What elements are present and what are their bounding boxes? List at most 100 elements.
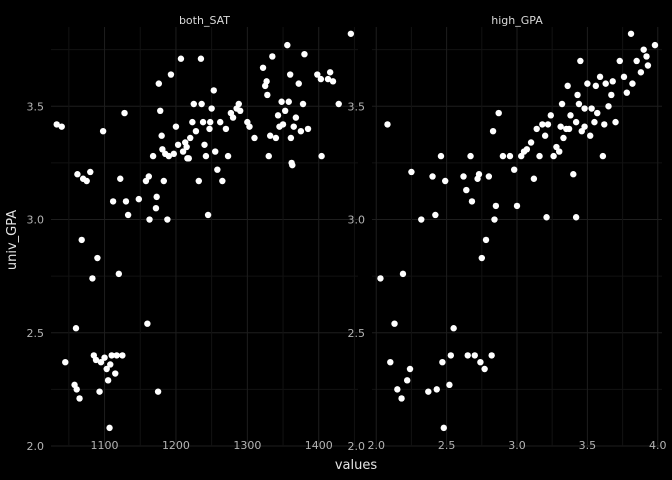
data-point — [481, 365, 488, 373]
panel-both-sat: both_SAT 1100 1200 1300 1400 — [51, 14, 358, 452]
data-point — [185, 155, 192, 162]
x-axis-title: values — [335, 458, 378, 473]
y-tick-labels: 2.0 2.5 3.0 3.5 — [27, 100, 45, 453]
data-point — [408, 168, 415, 176]
data-point — [58, 123, 65, 130]
y-tick-label: 2.0 — [348, 440, 366, 453]
data-point — [235, 100, 242, 108]
data-point — [207, 118, 214, 126]
data-point — [251, 134, 258, 142]
data-point — [609, 78, 616, 85]
data-point — [324, 75, 332, 83]
data-point — [117, 175, 124, 182]
y-tick-label: 3.5 — [348, 100, 366, 113]
data-point — [608, 91, 615, 99]
data-point — [87, 168, 94, 176]
data-point — [488, 352, 495, 359]
data-point — [92, 356, 100, 364]
data-point — [605, 103, 612, 110]
data-point — [219, 177, 226, 185]
data-point — [616, 57, 623, 65]
data-point — [513, 202, 521, 210]
data-point — [167, 71, 175, 78]
data-point — [499, 152, 507, 160]
data-point — [495, 109, 502, 117]
data-point — [197, 55, 205, 62]
data-point — [297, 127, 305, 135]
panel-title: both_SAT — [179, 14, 230, 27]
data-point — [284, 41, 291, 49]
x-tick-label: 1400 — [305, 439, 333, 452]
data-point — [202, 152, 210, 160]
data-point — [384, 121, 391, 128]
x-tick-label: 1100 — [91, 439, 119, 452]
data-point — [347, 30, 355, 37]
data-point — [447, 352, 455, 359]
data-point — [165, 152, 173, 160]
data-point — [155, 80, 163, 87]
data-point — [274, 112, 282, 119]
y-tick-label: 2.0 — [27, 440, 45, 453]
data-point — [172, 123, 180, 130]
data-point — [96, 388, 103, 395]
data-point — [78, 236, 85, 244]
data-point — [543, 214, 550, 221]
data-point — [592, 82, 600, 90]
data-point — [574, 91, 581, 99]
data-point — [109, 198, 117, 205]
data-point — [144, 320, 151, 327]
data-point — [146, 216, 153, 223]
y-tick-labels: 2.0 2.5 3.0 3.5 — [348, 100, 366, 453]
data-point — [536, 152, 543, 160]
panel-title: high_GPA — [491, 14, 543, 27]
data-point — [398, 395, 405, 402]
data-point — [317, 75, 325, 83]
data-point — [210, 87, 217, 94]
data-point — [101, 354, 108, 361]
data-point — [460, 173, 467, 180]
data-point — [217, 118, 224, 126]
data-point — [510, 166, 518, 173]
y-tick-label: 2.5 — [27, 327, 45, 340]
points-group — [53, 30, 355, 432]
data-point — [160, 177, 168, 185]
data-point — [121, 109, 128, 117]
data-point — [547, 112, 554, 119]
data-point — [506, 152, 514, 160]
data-point — [418, 216, 425, 223]
data-point — [478, 254, 486, 262]
data-point — [437, 152, 445, 160]
data-point — [106, 424, 113, 432]
data-point — [192, 127, 200, 135]
data-point — [74, 171, 81, 178]
data-point — [581, 105, 588, 112]
data-point — [482, 236, 490, 244]
data-point — [259, 64, 267, 71]
data-point — [429, 173, 436, 180]
data-point — [152, 204, 160, 212]
data-point — [104, 377, 112, 384]
data-point — [601, 121, 608, 128]
data-point — [584, 80, 591, 87]
data-point — [292, 114, 300, 121]
data-point — [145, 173, 153, 180]
data-point — [287, 134, 295, 142]
data-point — [541, 132, 549, 139]
data-point — [53, 121, 60, 128]
data-point — [544, 121, 552, 128]
data-point — [153, 193, 160, 201]
data-point — [107, 361, 114, 368]
x-tick-label: 4.0 — [649, 439, 667, 452]
data-point — [72, 325, 80, 332]
data-point — [236, 107, 244, 115]
data-point — [550, 152, 557, 160]
data-point — [76, 395, 83, 402]
data-point — [286, 71, 294, 78]
data-point — [587, 132, 594, 139]
data-point — [596, 73, 604, 81]
x-tick-labels: 2.0 2.5 3.0 3.5 4.0 — [367, 439, 666, 452]
data-point — [387, 359, 394, 366]
data-point — [477, 359, 484, 366]
data-point — [567, 112, 574, 119]
data-point — [560, 134, 567, 142]
